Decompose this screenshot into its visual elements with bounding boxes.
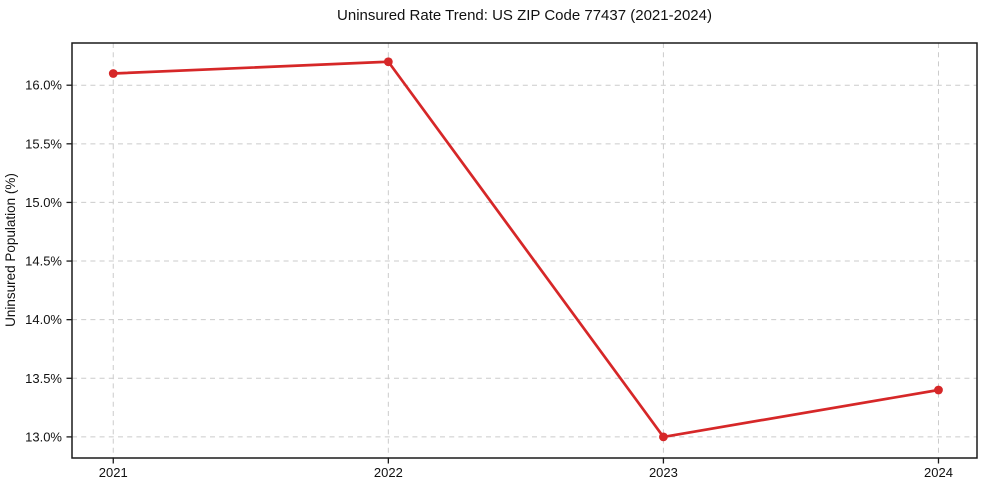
x-tick-label: 2021 (99, 465, 128, 480)
data-point-marker (659, 432, 668, 442)
axes-layer: 13.0% 13.5% 14.0% 14.5% 15.0% 15.5% 16.0% 2021 2… (25, 42, 978, 480)
trend-line (111, 60, 940, 439)
x-tick-label: 2024 (924, 465, 953, 480)
data-point-marker (108, 69, 118, 78)
data-point-marker (934, 385, 943, 395)
trend-series (108, 57, 943, 442)
y-tick-label: 14.5% (25, 254, 62, 269)
chart-title: Uninsured Rate Trend: US ZIP Code 77437 … (337, 7, 712, 24)
grid-layer (72, 43, 977, 458)
y-tick-label: 16.0% (25, 78, 62, 93)
y-tick-label: 14.0% (25, 312, 62, 327)
data-point-marker (383, 57, 393, 67)
y-tick-label: 15.5% (25, 136, 62, 151)
y-tick-label: 13.0% (25, 429, 62, 444)
y-tick-label: 15.0% (25, 195, 62, 210)
y-axis-label: Uninsured Population (%) (3, 173, 18, 327)
plot-border (71, 42, 978, 459)
y-tick-label: 13.5% (25, 371, 62, 386)
x-tick-label: 2023 (649, 465, 678, 480)
x-tick-label: 2022 (374, 465, 403, 480)
